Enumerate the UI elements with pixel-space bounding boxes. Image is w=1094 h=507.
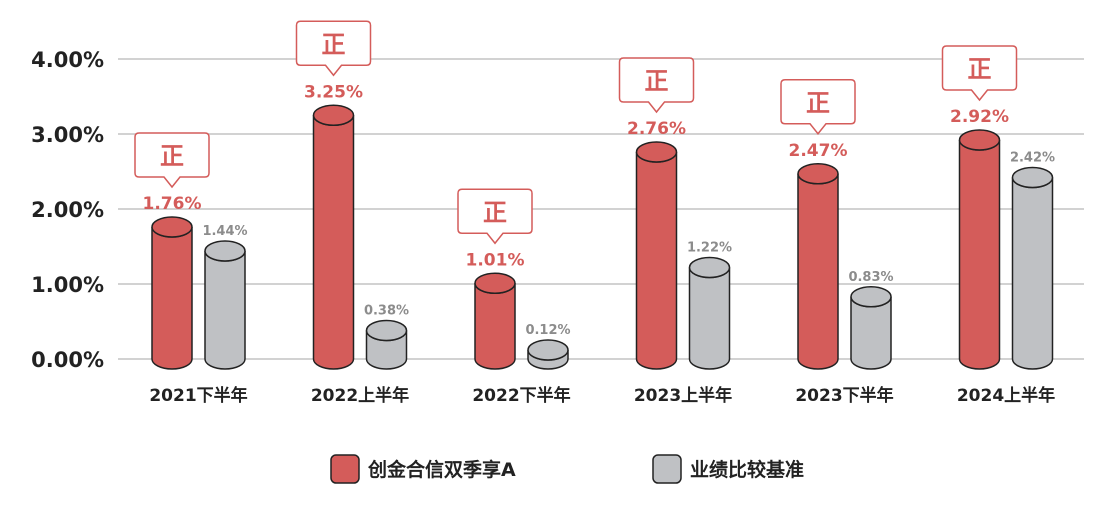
badge-callout: 正	[780, 79, 856, 135]
badge-text: 正	[322, 30, 346, 58]
bar-fund-body	[312, 115, 355, 370]
legend-item-benchmark: 业绩比较基准	[652, 454, 804, 484]
bar-benchmark-body	[688, 267, 731, 370]
badge-text: 正	[645, 67, 669, 95]
legend: 创金合信双季享A 业绩比较基准	[330, 454, 804, 484]
legend-item-fund: 创金合信双季享A	[330, 454, 516, 484]
badge-text: 正	[806, 89, 830, 117]
bar-fund	[151, 216, 193, 370]
badge-callout: 正	[618, 57, 695, 114]
y-tick-label: 2.00%	[31, 198, 104, 222]
data-label-fund: 2.47%	[789, 141, 848, 161]
badge-text: 正	[160, 142, 184, 170]
data-label-fund: 2.76%	[627, 119, 686, 139]
x-tick-label: 2023上半年	[634, 385, 732, 406]
legend-swatch-benchmark	[652, 454, 682, 484]
bar-fund-body	[797, 173, 839, 370]
bar-fund-body	[958, 139, 1001, 370]
bar-benchmark-body	[1011, 177, 1054, 370]
y-tick-label: 0.00%	[31, 348, 104, 372]
bar-benchmark-top	[850, 286, 892, 308]
bar-benchmark-top	[688, 256, 731, 279]
bar-fund-top	[151, 216, 193, 238]
data-label-benchmark: 0.12%	[525, 323, 570, 338]
bar-fund-top	[635, 141, 678, 163]
legend-swatch-fund	[330, 454, 360, 484]
bar-fund-top	[312, 104, 355, 126]
bar-benchmark-body	[850, 296, 892, 370]
bars: 1.76%1.44% 3.25% 0.38% 1.01% 0.12% 2.76% 1.22%…	[143, 82, 1055, 370]
bar-benchmark	[527, 339, 569, 370]
badge-callout: 正	[941, 45, 1018, 102]
badge-box	[618, 57, 695, 114]
bar-benchmark	[1011, 166, 1054, 370]
data-label-benchmark: 0.83%	[848, 270, 893, 285]
bar-benchmark-top	[204, 240, 246, 262]
data-label-benchmark: 2.42%	[1010, 151, 1055, 166]
x-tick-label: 2022下半年	[472, 385, 570, 406]
bar-benchmark-top	[1011, 166, 1054, 189]
badge-box	[941, 45, 1018, 102]
bar-benchmark-top	[527, 339, 569, 361]
bar-benchmark-top	[365, 319, 408, 342]
bar-fund	[958, 129, 1001, 370]
badge-text: 正	[483, 198, 507, 226]
bar-fund	[635, 141, 678, 370]
x-tick-label: 2023下半年	[795, 385, 893, 406]
badge-box	[295, 20, 372, 77]
bar-fund	[797, 163, 839, 370]
data-label-fund: 1.01%	[466, 250, 525, 270]
y-tick-label: 4.00%	[31, 48, 104, 72]
bar-fund-top	[797, 163, 839, 185]
badge-callout: 正	[295, 20, 372, 77]
bar-fund-top	[474, 272, 516, 294]
badge-text: 正	[968, 55, 992, 83]
y-tick-label: 1.00%	[31, 273, 104, 297]
data-label-fund: 3.25%	[304, 82, 363, 102]
data-label-benchmark: 1.44%	[202, 224, 247, 239]
data-label-fund: 1.76%	[143, 194, 202, 214]
legend-label-benchmark: 业绩比较基准	[690, 458, 804, 481]
legend-label-fund: 创金合信双季享A	[367, 458, 516, 481]
bar-fund	[474, 272, 516, 370]
badge-box	[457, 188, 533, 245]
bar-benchmark	[365, 319, 408, 370]
data-label-benchmark: 0.38%	[364, 304, 409, 319]
data-label-benchmark: 1.22%	[687, 241, 732, 256]
bar-benchmark	[850, 286, 892, 370]
bar-fund-body	[151, 226, 193, 370]
bar-benchmark	[204, 240, 246, 370]
y-axis-ticks: 0.00% 1.00% 2.00% 3.00% 4.00%	[31, 48, 104, 372]
x-tick-label: 2021下半年	[149, 385, 247, 406]
y-tick-label: 3.00%	[31, 123, 104, 147]
bar-fund-body	[474, 283, 516, 370]
badge-callout: 正	[134, 132, 210, 189]
badge-callout: 正	[457, 188, 533, 245]
bar-benchmark	[688, 256, 731, 370]
bar-fund	[312, 104, 355, 370]
x-tick-label: 2024上半年	[957, 385, 1055, 406]
gridlines	[118, 58, 1084, 360]
badge-box	[134, 132, 210, 189]
x-axis-ticks: 2021下半年 2022上半年 2022下半年 2023上半年 2023下半年 2024上…	[149, 385, 1055, 406]
bar-fund-body	[635, 151, 678, 370]
data-label-fund: 2.92%	[950, 107, 1009, 127]
bar-fund-top	[958, 129, 1001, 151]
x-tick-label: 2022上半年	[311, 385, 409, 406]
bar-benchmark-body	[204, 250, 246, 370]
badge-box	[780, 79, 856, 135]
